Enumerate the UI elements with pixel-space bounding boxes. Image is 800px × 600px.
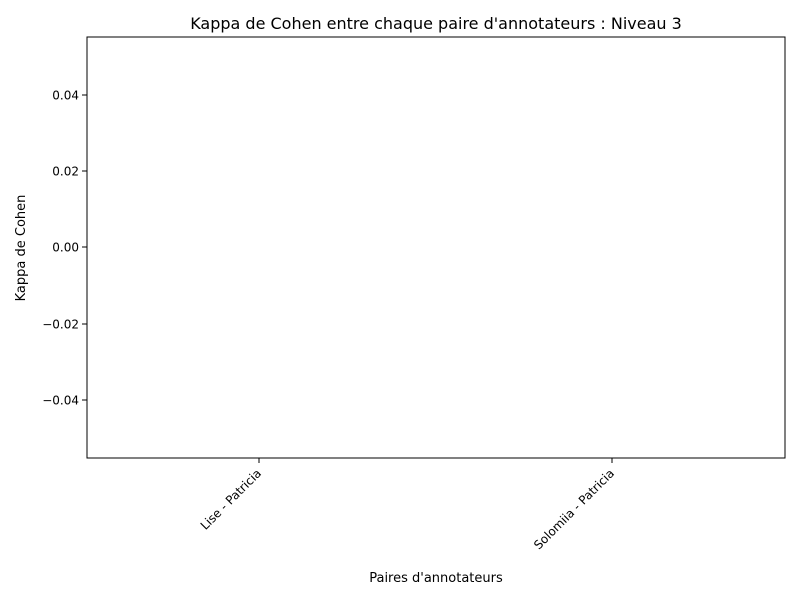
y-tick-label: −0.04 [42, 394, 79, 408]
plot-frame [86, 36, 786, 459]
y-tick-label: 0.02 [52, 165, 79, 179]
y-axis-label: Kappa de Cohen [14, 195, 29, 302]
y-tick-label: 0.00 [52, 241, 79, 255]
y-tick-label: −0.02 [42, 318, 79, 332]
y-tick-label: 0.04 [52, 89, 79, 103]
x-axis-label: Paires d'annotateurs [369, 571, 503, 586]
x-tick-label-solomiia-patricia: Solomiia - Patricia [531, 466, 617, 552]
x-axis-ticks: Lise - Patricia Solomiia - Patricia [198, 458, 617, 552]
x-tick-label-lise-patricia: Lise - Patricia [198, 466, 264, 532]
chart-title: Kappa de Cohen entre chaque paire d'anno… [190, 14, 682, 33]
y-axis-ticks: 0.04 0.02 0.00 −0.02 −0.04 [42, 89, 87, 408]
